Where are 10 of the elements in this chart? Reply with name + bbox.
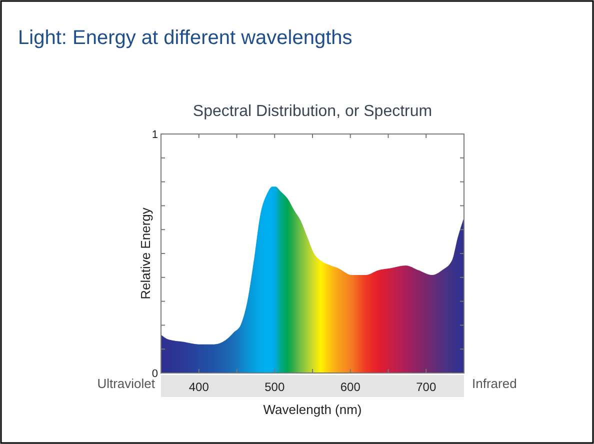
chart-title: Light: Energy at different wavelengths [18,27,352,49]
text: Infrared [472,376,517,391]
y-axis-title: Relative Energy [138,207,153,300]
x-tick-label: 500 [264,380,285,394]
x-tick-label: 600 [340,380,361,394]
x-tick-label: 400 [188,380,210,394]
chart-subtitle: Spectral Distribution, or Spectrum [192,103,432,120]
x-axis-title: Wavelength (nm) [263,402,362,417]
x-tick-label: 700 [416,380,436,394]
y-tick-label: 1 [152,129,158,141]
